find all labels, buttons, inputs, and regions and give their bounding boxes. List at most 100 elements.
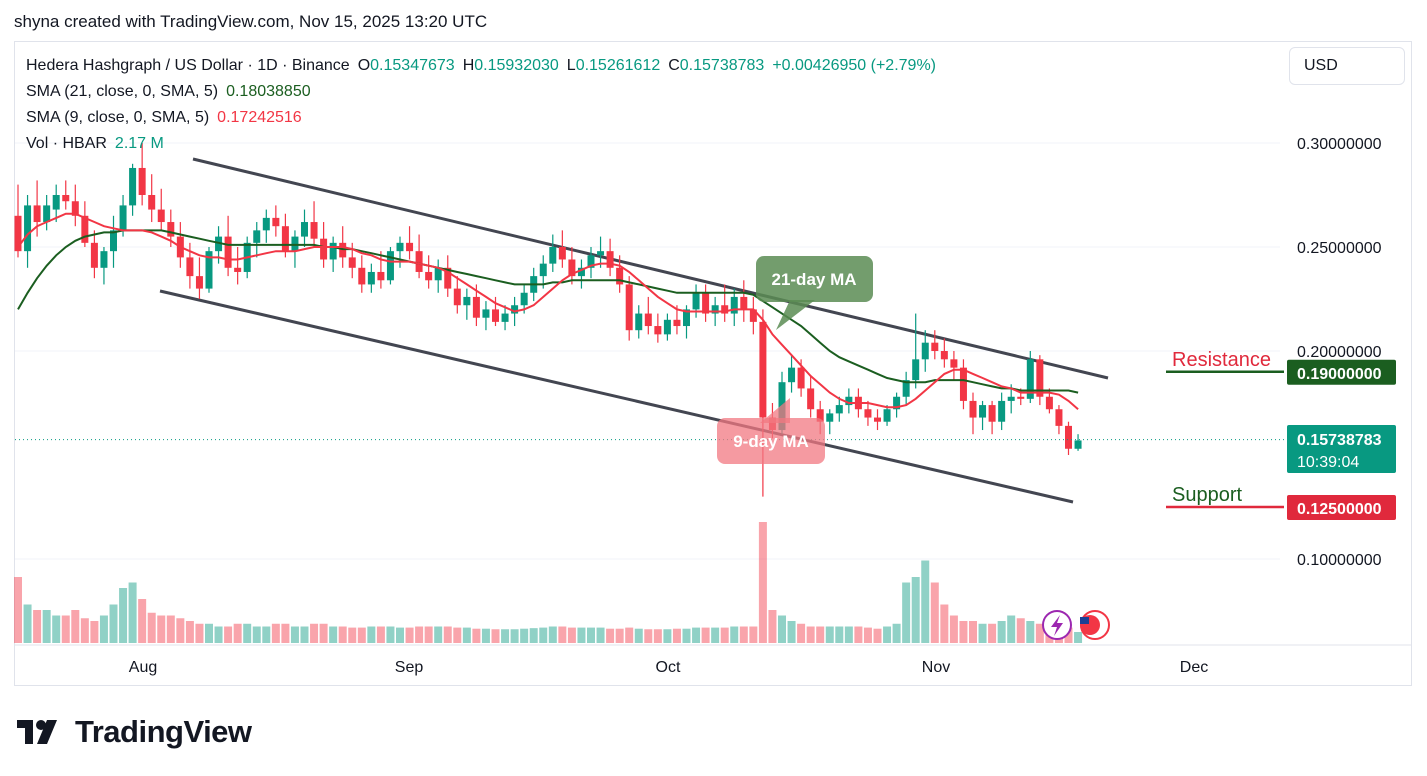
candle-body: [157, 209, 165, 223]
candle-body: [224, 236, 232, 268]
candle-body: [24, 205, 32, 252]
volume-row[interactable]: Vol · HBAR 2.17 M: [26, 131, 936, 157]
candle-body: [453, 288, 461, 306]
close-value: 0.15738783: [679, 57, 765, 74]
volume-bar: [119, 588, 128, 643]
candle-body: [14, 215, 22, 252]
volume-bar: [1074, 632, 1083, 643]
volume-bar: [911, 577, 920, 643]
volume-bar: [844, 626, 853, 643]
last-price-text: 0.15738783: [1297, 432, 1382, 449]
volume-bar: [329, 626, 338, 643]
volume-bar: [405, 627, 414, 643]
volume-bar: [692, 627, 701, 643]
volume-bar: [310, 623, 319, 643]
candle-body: [367, 271, 375, 285]
volume-bar: [481, 628, 490, 643]
volume-bar: [940, 604, 949, 643]
volume-bar: [319, 623, 328, 643]
y-tick-label: 0.25000000: [1297, 240, 1382, 257]
ma9-callout[interactable]: [717, 418, 825, 464]
candle-body: [759, 321, 767, 418]
volume-bar: [157, 615, 166, 643]
volume-bar: [634, 628, 643, 643]
volume-bar: [233, 623, 242, 643]
volume-bar: [816, 626, 825, 643]
candle-body: [950, 359, 958, 368]
volume-bar: [195, 623, 204, 643]
candle-body: [577, 267, 585, 277]
candle-body: [940, 351, 948, 360]
candle-body: [979, 405, 987, 418]
volume-bar: [625, 627, 634, 643]
tradingview-logo: TradingView: [17, 712, 252, 752]
x-tick-label: Dec: [1180, 659, 1208, 676]
candle-body: [110, 230, 117, 252]
volume-bar: [214, 626, 223, 643]
candle-body: [386, 251, 394, 281]
ma21-callout-pointer: [776, 300, 815, 330]
candle-body: [788, 367, 796, 383]
candle-body: [291, 236, 299, 252]
candle-body: [272, 217, 280, 227]
volume-bar: [205, 623, 213, 643]
currency-button[interactable]: USD: [1289, 47, 1405, 85]
sma9-row[interactable]: SMA (9, close, 0, SMA, 5) 0.17242516: [26, 105, 936, 131]
candle-body: [635, 313, 643, 331]
candle-body: [215, 236, 223, 252]
candle-body: [988, 405, 996, 422]
ma9-callout-pointer: [760, 398, 790, 423]
support-price-text: 0.12500000: [1297, 501, 1382, 518]
candle-body: [711, 305, 719, 314]
chart-frame: [14, 41, 1412, 686]
candle-body: [826, 413, 834, 422]
sma21-line[interactable]: [17, 229, 1079, 394]
candle-body: [425, 271, 433, 281]
candle-body: [396, 242, 404, 252]
chart-attribution: shyna created with TradingView.com, Nov …: [14, 12, 488, 31]
candle-body: [406, 242, 414, 252]
candle-body: [730, 296, 738, 314]
candle-body: [1045, 396, 1053, 410]
volume-bar: [825, 626, 834, 643]
sma21-row[interactable]: SMA (21, close, 0, SMA, 5) 0.18038850: [26, 79, 936, 105]
volume-bar: [357, 627, 366, 643]
resistance-price-tag: [1287, 359, 1396, 385]
lightning-bolt-icon: [1051, 615, 1063, 636]
volume-bar: [548, 626, 557, 643]
candle-body: [683, 309, 690, 327]
change-value: +0.00426950 (+2.79%): [772, 57, 936, 74]
candle-body: [912, 359, 920, 381]
candle-body: [186, 257, 194, 277]
volume-bar: [539, 627, 548, 643]
symbol-row[interactable]: Hedera Hashgraph / US Dollar · 1D · Bina…: [26, 53, 936, 79]
volume-bar: [653, 629, 662, 643]
volume-bar: [520, 628, 529, 643]
ma21-callout[interactable]: [756, 256, 873, 302]
candle-body: [1036, 359, 1044, 397]
volume-bar: [443, 626, 452, 643]
high-value: 0.15932030: [474, 57, 559, 74]
bar-countdown-text: 10:39:04: [1297, 454, 1359, 471]
candle-body: [625, 284, 633, 331]
channel-lower-line[interactable]: [159, 289, 1074, 504]
volume-bar: [711, 627, 720, 643]
volume-bar: [166, 615, 175, 643]
volume-bar: [90, 621, 99, 643]
candle-body: [893, 396, 901, 410]
volume-bar: [224, 626, 233, 643]
volume-bar: [806, 626, 815, 643]
volume-bar: [281, 623, 290, 643]
sma9-line[interactable]: [17, 212, 1079, 410]
ma21-callout-text: 21-day MA: [771, 270, 856, 289]
candle-body: [797, 367, 805, 389]
volume-bar: [892, 623, 901, 643]
candle-body: [434, 267, 442, 281]
candle-body: [921, 342, 929, 360]
volume-bar: [672, 628, 681, 643]
volume-bar: [376, 626, 385, 643]
channel-upper-line[interactable]: [192, 157, 1109, 380]
volume-bar: [42, 610, 51, 643]
candle-body: [339, 242, 347, 258]
